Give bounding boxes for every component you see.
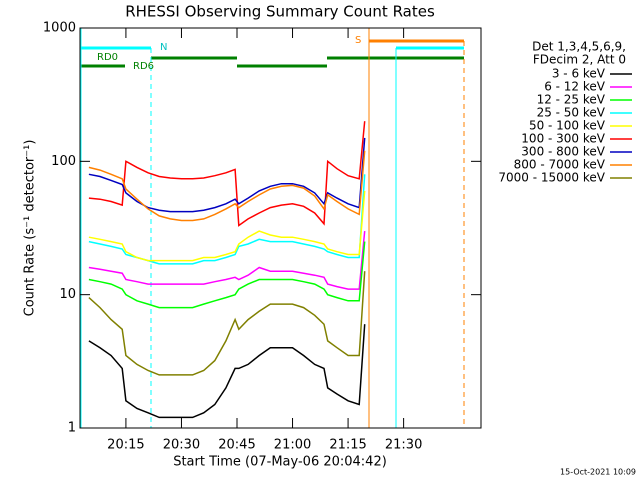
y-tick-label: 1000 [43, 21, 76, 36]
series-line [88, 137, 366, 213]
legend-label: 800 - 7000 keV [514, 158, 606, 172]
status-label: N [160, 42, 167, 53]
plot-frame [79, 27, 482, 429]
status-bars: N RD0 RD6 S [80, 28, 465, 428]
series-line [88, 241, 366, 309]
series-line [88, 190, 366, 262]
y-axis-label: Count Rate (s⁻¹ detector⁻¹) [23, 140, 38, 317]
x-tick-label: 21:00 [274, 438, 311, 453]
x-tick-label: 21:15 [329, 438, 366, 453]
series-line [88, 324, 366, 419]
legend-label: 3 - 6 keV [552, 67, 606, 81]
legend-label: 7000 - 15000 keV [498, 171, 605, 185]
x-tick-label: 21:30 [385, 438, 422, 453]
y-tick-label: 100 [51, 154, 76, 169]
legend-header: Det 1,3,4,5,6,9, [532, 40, 626, 54]
legend-label: 300 - 800 keV [521, 145, 605, 159]
x-axis-label: Start Time (07-May-06 20:04:42) [173, 455, 387, 470]
legend-label: 25 - 50 keV [537, 106, 606, 120]
legend-label: 100 - 300 keV [521, 132, 605, 146]
status-label: S [355, 35, 361, 46]
y-tick-label: 1 [68, 421, 76, 436]
y-tick-label: 10 [59, 287, 76, 302]
series-line [88, 271, 366, 376]
legend-label: 12 - 25 keV [537, 93, 606, 107]
series-line [88, 174, 366, 265]
series-line [88, 150, 366, 222]
status-label: RD6 [133, 61, 154, 72]
status-label: RD0 [97, 52, 118, 63]
footer: 15-Oct-2021 10:09 [560, 468, 636, 477]
series-line [88, 231, 366, 290]
chart-title: RHESSI Observing Summary Count Rates [125, 3, 435, 21]
x-tick-label: 20:30 [163, 438, 200, 453]
x-tick-label: 20:45 [218, 438, 255, 453]
legend-header: FDecim 2, Att 0 [533, 53, 626, 67]
legend-label: 6 - 12 keV [544, 80, 606, 94]
legend-label: 50 - 100 keV [529, 119, 606, 133]
x-tick-label: 20:15 [107, 438, 144, 453]
